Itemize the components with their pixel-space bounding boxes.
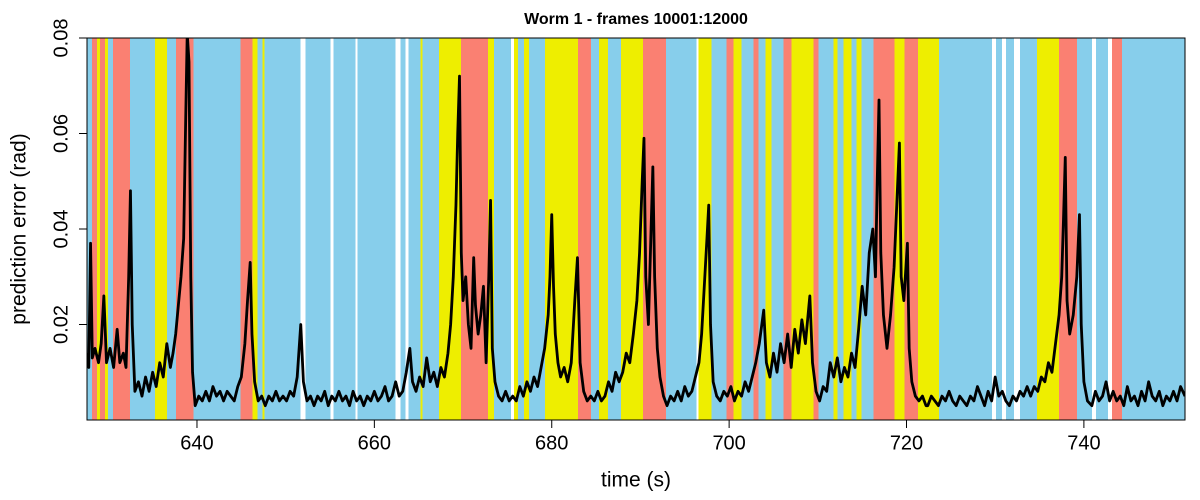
error-line <box>87 38 1185 408</box>
state-band <box>1122 38 1185 420</box>
state-band <box>438 38 462 420</box>
state-band <box>995 38 1003 420</box>
state-band <box>856 38 862 420</box>
state-band <box>113 38 131 420</box>
state-band <box>408 38 422 420</box>
state-band <box>105 38 109 420</box>
x-tick-label: 640 <box>180 432 213 454</box>
state-band <box>666 38 697 420</box>
state-band <box>422 38 440 420</box>
y-tick-label: 0.08 <box>50 19 72 58</box>
state-band <box>765 38 772 420</box>
state-band <box>493 38 512 420</box>
state-band <box>355 38 358 420</box>
state-band <box>240 38 253 420</box>
state-band <box>1020 38 1038 420</box>
state-bands <box>87 38 1185 420</box>
state-band <box>733 38 742 420</box>
state-band <box>155 38 168 420</box>
state-band <box>1112 38 1123 420</box>
axes: 640 660 680 700 720 740 0.02 0.04 0.06 0.08 <box>50 19 1186 454</box>
state-band <box>305 38 331 420</box>
y-axis-title: prediction error (rad) <box>8 133 31 324</box>
state-band <box>851 38 857 420</box>
state-band <box>711 38 727 420</box>
y-tick-label: 0.04 <box>50 210 72 249</box>
state-band <box>108 38 114 420</box>
x-tick-label: 740 <box>1067 432 1100 454</box>
state-band <box>420 38 423 420</box>
state-band <box>837 38 844 420</box>
state-band <box>783 38 792 420</box>
state-band <box>791 38 814 420</box>
state-band <box>1001 38 1007 420</box>
x-tick-label: 720 <box>890 432 923 454</box>
x-tick-label: 660 <box>358 432 391 454</box>
state-band <box>97 38 101 420</box>
state-band <box>1037 38 1060 420</box>
state-band <box>262 38 265 420</box>
state-band <box>100 38 106 420</box>
state-band <box>621 38 644 420</box>
state-band <box>758 38 766 420</box>
state-band <box>938 38 993 420</box>
state-band <box>1006 38 1015 420</box>
state-band <box>193 38 241 420</box>
state-band <box>528 38 546 420</box>
state-band <box>176 38 188 420</box>
state-band <box>87 38 93 420</box>
state-band <box>726 38 734 420</box>
chart-title: Worm 1 - frames 10001:12000 <box>524 11 748 28</box>
state-band <box>861 38 874 420</box>
state-band <box>400 38 406 420</box>
state-band <box>741 38 754 420</box>
state-band <box>91 38 98 420</box>
state-band <box>523 38 530 420</box>
state-band <box>813 38 819 420</box>
state-band <box>460 38 489 420</box>
state-band <box>578 38 592 420</box>
x-tick-label: 680 <box>535 432 568 454</box>
y-tick-label: 0.02 <box>50 305 72 344</box>
line-layer <box>87 38 1185 408</box>
state-band <box>333 38 356 420</box>
state-band <box>833 38 838 420</box>
x-tick-label: 700 <box>712 432 745 454</box>
state-band <box>843 38 852 420</box>
state-band <box>264 38 301 420</box>
state-band <box>1108 38 1113 420</box>
state-band <box>405 38 409 420</box>
state-band <box>991 38 997 420</box>
state-band <box>510 38 515 420</box>
state-band <box>395 38 402 420</box>
state-band <box>917 38 940 420</box>
x-axis-title: time (s) <box>601 469 671 492</box>
state-band <box>599 38 609 420</box>
state-band <box>330 38 334 420</box>
state-band <box>257 38 263 420</box>
state-band <box>517 38 525 420</box>
y-tick-label: 0.06 <box>50 114 72 153</box>
state-band <box>167 38 177 420</box>
state-band <box>818 38 834 420</box>
state-band <box>696 38 699 420</box>
state-band <box>591 38 600 420</box>
state-band <box>1092 38 1097 420</box>
state-band <box>1096 38 1109 420</box>
state-band <box>513 38 519 420</box>
state-band <box>753 38 759 420</box>
state-band <box>300 38 306 420</box>
state-band <box>608 38 622 420</box>
state-band <box>771 38 784 420</box>
state-band <box>252 38 258 420</box>
state-band <box>357 38 396 420</box>
state-band <box>1014 38 1021 420</box>
